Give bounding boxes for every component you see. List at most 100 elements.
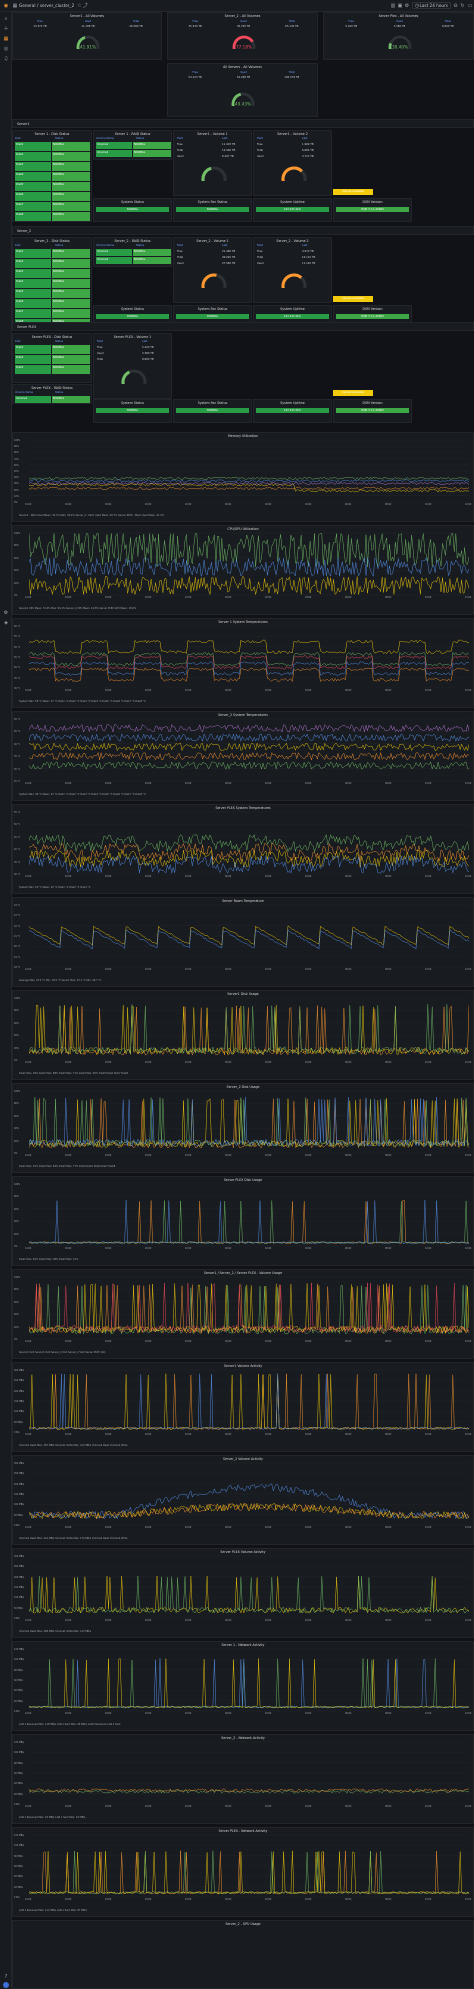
volume-panel[interactable]: Server_2 - Volume 2 Field Last Free 4.970 TB… [253,237,332,303]
user-avatar-icon[interactable] [3,1982,9,1988]
explore-icon[interactable]: ◎ [3,46,9,52]
stat-panel[interactable]: System Fan Status NORMAL [173,198,252,222]
chart-plot[interactable] [29,997,469,1065]
timeseries-panel[interactable]: CPU/GPU Utilization 100% 80% 60% 40% 20% 0% 14:… [12,525,474,615]
chart-plot[interactable] [29,625,469,693]
stat-panel[interactable]: System Status NORMAL [93,399,172,423]
volume-panel[interactable]: Server1 - Volume 1 Field Last Free 11.403 TB… [173,130,252,196]
zoom-out-icon[interactable]: ⊖ [453,2,458,9]
settings-icon[interactable]: ⚙ [404,2,410,9]
timeseries-panel[interactable]: Server PLEX Disk Usage 100% 80% 60% 40% 20% 0%… [12,1176,474,1266]
chart-plot[interactable] [29,1648,469,1716]
chart-plot[interactable] [29,1741,469,1809]
chart-legend[interactable]: Disk1 Max: 94% Disk2 Max: 88% Disk3 Max:… [19,1072,128,1075]
chart-plot[interactable] [29,439,469,507]
chart-legend[interactable]: Volume1 Read Max: 287 MB/s Volume1 Write… [19,1444,128,1447]
refresh-icon[interactable]: ↻ [460,2,465,9]
chart-legend[interactable]: Disk1 Max: 91% Disk2 Max: 84% Disk3 Max:… [19,1165,116,1168]
stat-panel[interactable]: System Fan Status NORMAL [173,399,252,423]
volume-panel[interactable]: Server1 - Volume 2 Field Last Free 1.969 TB T… [253,130,332,196]
dashboards-icon[interactable]: ▦ [3,36,9,42]
chart-legend[interactable]: Volume1 Read Max: 268 MB/s Volume1 Write… [19,1630,92,1633]
chart-plot[interactable] [29,532,469,600]
timeseries-panel[interactable]: Server1 / Server_2 / Server PLEX - Volum… [12,1269,474,1359]
cog-icon[interactable]: ⚙ [3,610,9,616]
timeseries-panel[interactable]: Server_2 Volume Activity 300 MB/s 250 MB/s… [12,1455,474,1545]
timeseries-panel[interactable]: Server1 Volume Activity 300 MB/s 250 MB/s 2… [12,1362,474,1452]
shield-icon[interactable]: ◈ [4,620,8,626]
update-available-badge[interactable]: Update Available [333,390,373,396]
chart-legend[interactable]: System Max: 54 °C Mean: 42 °C Disk1 °C D… [19,886,91,889]
timeseries-panel[interactable]: Memory Utilization 100% 90% 80% 70% 60% 50% 40%… [12,432,474,522]
breadcrumb-home[interactable]: General [19,3,36,8]
save-icon[interactable]: ▣ [397,2,403,9]
row-header[interactable]: Server_2 [12,226,474,235]
timeseries-panel[interactable]: Server PLEX System Temperatures 55 °C 50 °… [12,804,474,894]
summary-panel[interactable]: Server Plex - All Volumes Free Used Total 5.… [323,12,474,60]
chart-plot[interactable] [29,1090,469,1158]
alert-icon[interactable]: ♫ [3,56,9,62]
timeseries-panel[interactable]: Server 1 System Temperatures 60 °C 55 °C 50… [12,618,474,708]
chart-legend[interactable]: Disk1 Max: 62% Disk2 Max: 38% Disk3 Max:… [19,1258,79,1261]
grafana-logo-icon[interactable]: ◉ [3,2,9,9]
chart-plot[interactable] [29,811,469,879]
timeseries-panel[interactable]: Server_2 - GPU Usage [12,1920,474,1989]
chart-legend[interactable]: Server1 - Mem Used Mean: 32.1% Max: 39.4… [19,514,165,517]
chart-legend[interactable]: Server1 Vol1 Server1 Vol2 Server_2 Vol1 … [19,1351,106,1354]
timeseries-panel[interactable]: Server PLEX Volume Activity 300 MB/s 250 M… [12,1548,474,1638]
stat-panel[interactable]: DSM Version DSM 7.1.1-42962 [333,198,412,222]
disk-status-panel[interactable]: Server 1 - Disk Status Disk Status Disk1 NOR… [12,130,92,222]
chart-legend[interactable]: LAN 1 Received Max: 118 MB/s LAN 1 Sent … [19,1723,121,1726]
chart-plot[interactable] [29,1555,469,1623]
timeseries-panel[interactable]: Server 1 - Network Activity 120 MB/s 100 M… [12,1641,474,1731]
time-picker[interactable]: ◷ Last 24 hours [411,2,451,9]
chart-legend[interactable]: Average Max: 23.4 °C Min: 18.9 °C Sensor… [19,979,102,982]
timeseries-panel[interactable]: Server_2 Disk Usage 100% 80% 60% 40% 20% 0% 14:… [12,1083,474,1173]
chart-plot[interactable] [29,1276,469,1344]
raid-status-panel[interactable]: Server_2 - RAID Status Volume Name Status V… [93,237,172,267]
row-header[interactable]: Server1 [12,119,474,128]
raid-status-panel[interactable]: Server PLEX - RAID Status Volume Name Stat… [12,384,92,404]
stat-panel[interactable]: System Uptime 12d 14h 21m [253,399,332,423]
summary-panel[interactable]: Server1 - All Volumes Free Used Total 13.372… [12,12,162,60]
x-tick-label: 22:00 [185,503,192,506]
stat-panel[interactable]: DSM Version DSM 7.1.1-42962 [333,399,412,423]
chart-plot[interactable] [29,904,469,972]
search-icon[interactable]: ⌕ [4,16,8,22]
chart-legend[interactable]: LAN 1 Received Max: 112 MB/s LAN 1 Sent … [19,1909,87,1912]
tv-icon[interactable]: ▭ [467,2,473,9]
timeseries-panel[interactable]: Server PLEX - Network Activity 120 MB/s 10… [12,1827,474,1917]
chart-legend[interactable]: LAN 1 Received Max: 24 MB/s LAN 1 Sent M… [19,1816,86,1819]
stat-panel[interactable]: System Uptime 12d 14h 21m [253,198,332,222]
chart-legend[interactable]: Server1 CPU Mean: 72.4% Max: 99.1% Serve… [19,607,137,610]
update-available-badge[interactable]: Update Available [333,189,373,195]
chart-plot[interactable] [29,718,469,786]
chart-legend[interactable]: System Max: 49 °C Mean: 41 °C Disk1 °C D… [19,793,146,796]
raid-status-panel[interactable]: Server 1 - RAID Status Volume Name Status V… [93,130,172,160]
chart-legend[interactable]: System Max: 58 °C Mean: 47 °C Disk1 °C D… [19,700,146,703]
timeseries-panel[interactable]: Server1 Disk Usage 100% 80% 60% 40% 20% 0% 14:0… [12,990,474,1080]
add-panel-icon[interactable]: ▥ [390,2,396,9]
volume-panel[interactable]: Server PLEX - Volume 1 Field Last Free 5.420… [93,333,172,399]
timeseries-panel[interactable]: Server_2 System Temperatures 50 °C 45 °C 40… [12,711,474,801]
chart-plot[interactable] [29,1369,469,1437]
all-servers-panel[interactable]: All Servers - All Volumes Free Used Total 54… [167,63,318,117]
plus-icon[interactable]: ＋ [3,26,9,32]
chart-plot[interactable] [29,1834,469,1902]
star-icon[interactable]: ☆ [77,2,82,9]
disk-status-panel[interactable]: Server PLEX - Disk Status Disk Status Disk1… [12,333,92,383]
row-header[interactable]: Server PLEX [12,322,474,331]
help-icon[interactable]: ? [4,1974,8,1980]
update-available-badge[interactable]: Update Available [333,296,373,302]
dashboard-title[interactable]: server_cluster_2 [39,3,75,8]
stat-panel[interactable]: System Status NORMAL [93,198,172,222]
timeseries-panel[interactable]: Server_2 - Network Activity 120 MB/s 100 M… [12,1734,474,1824]
volume-panel[interactable]: Server_2 - Volume 1 Field Last Free 21.460 T… [173,237,252,303]
summary-panel[interactable]: Server_2 - All Volumes Free Used Total 35.33… [167,12,318,60]
timeseries-panel[interactable]: Server Room Temperature 24 °C 23 °C 22 °C 21… [12,897,474,987]
chart-legend[interactable]: Volume1 Read Max: 241 MB/s Volume1 Write… [19,1537,128,1540]
chart-plot[interactable] [29,1183,469,1251]
share-icon[interactable]: ⤴ [82,3,88,9]
chart-plot[interactable] [29,1462,469,1530]
disk-status-panel[interactable]: Server_2 - Disk Status Disk Status Disk1 NOR… [12,237,92,329]
